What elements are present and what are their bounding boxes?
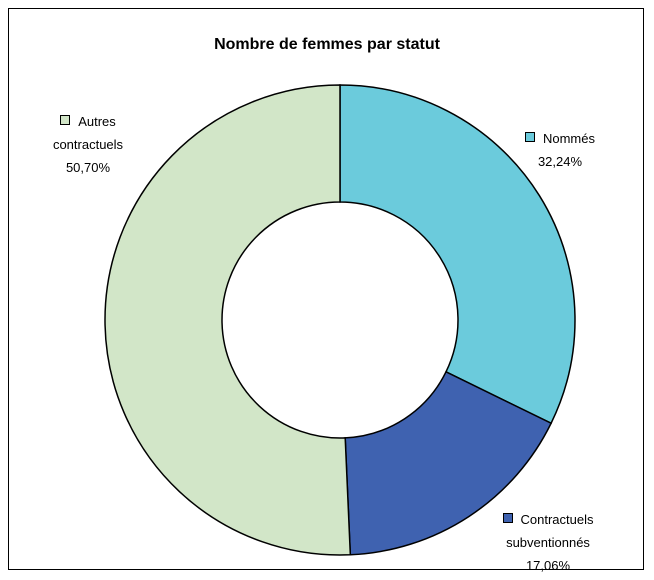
- category-line: Contractuels subventionnés: [491, 508, 606, 554]
- chart-title: Nombre de femmes par statut: [214, 36, 440, 53]
- legend-swatch: [524, 132, 535, 142]
- value-label: 50,70%: [65, 160, 111, 175]
- slice-label: Autres contractuels 50,70%: [33, 110, 143, 179]
- legend-swatch: [60, 115, 71, 125]
- donut-slice: [344, 370, 553, 556]
- category-label: Nommés: [542, 131, 595, 146]
- category-label: Autres contractuels: [52, 114, 124, 152]
- chart-frame: [8, 8, 644, 570]
- category-line: Autres contractuels: [33, 110, 143, 156]
- value-label: 32,24%: [537, 154, 583, 169]
- category-line: Nommés: [500, 127, 620, 150]
- slice-label: Nommés 32,24%: [500, 127, 620, 173]
- value-label: 17,06%: [525, 558, 571, 573]
- slice-label: Contractuels subventionnés 17,06%: [491, 508, 606, 577]
- donut-slice: [339, 84, 576, 425]
- donut-slice: [104, 84, 352, 556]
- category-label: Contractuels subventionnés: [506, 512, 594, 550]
- legend-swatch: [502, 513, 513, 523]
